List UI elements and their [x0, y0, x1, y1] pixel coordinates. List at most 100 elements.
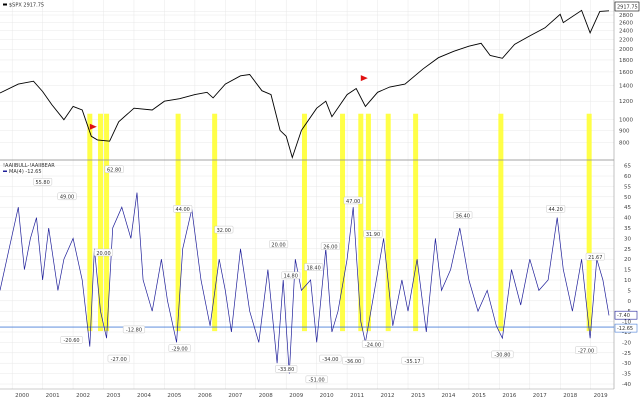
price-y-tick-label: 1400: [619, 84, 633, 90]
x-tick-label: 2001: [46, 393, 60, 399]
annotation-box: [363, 230, 383, 238]
annotation-label: 20.00: [271, 242, 285, 248]
highlight-band: [413, 113, 419, 332]
annotation-label: -51.00: [309, 378, 325, 384]
annotation-label: -27.00: [111, 357, 127, 363]
oscillator-legend-title: !AAIIBULL-!AAIIBEAR: [3, 163, 55, 169]
highlight-band: [586, 113, 592, 332]
highlight-band: [104, 113, 110, 332]
x-tick-label: 2018: [563, 393, 577, 399]
price-legend: $SPX 2917.75: [3, 3, 44, 9]
x-axis: 2000 2001 2002 2003 2004 2005 2006 2007 2008 2009…: [15, 393, 608, 399]
annotation-box: [342, 356, 365, 365]
highlight-band: [97, 113, 103, 332]
oscillator-series-line: [0, 192, 610, 374]
x-tick-label: 2016: [502, 393, 516, 399]
annotation-label: 31.90: [366, 232, 380, 238]
highlight-band: [385, 113, 391, 332]
oscillator-y-tick-label: 40: [624, 216, 631, 222]
annotation-box: [33, 178, 53, 186]
x-tick-label: 2002: [76, 393, 90, 399]
annotation-label: 44.00: [176, 207, 190, 213]
annotation-box: [104, 165, 124, 173]
oscillator-y-tick-label: 45: [624, 205, 631, 211]
x-tick-label: 2000: [15, 393, 29, 399]
highlight-band: [498, 113, 504, 332]
annotation-label: 62.80: [107, 168, 121, 174]
annotation-box: [401, 356, 424, 365]
x-tick-label: 2009: [289, 393, 303, 399]
highlight-band: [301, 113, 307, 332]
price-y-tick-label: 2000: [619, 47, 633, 53]
highlight-band: [212, 113, 218, 332]
x-tick-label: 2019: [594, 393, 608, 399]
annotation-box: [320, 242, 340, 250]
annotation-box: [94, 248, 113, 257]
price-y-tick-label: 2600: [619, 21, 633, 27]
oscillator-y-tick-label: 0: [628, 299, 632, 305]
annotation-box: [585, 252, 605, 261]
x-tick-label: 2006: [198, 393, 212, 399]
signal-flag-icon: [89, 123, 97, 133]
annotation-box: [491, 350, 514, 359]
price-y-axis: 2800 2600 2400 2200 2000 1800 1600 1400 1200 1000…: [619, 13, 633, 146]
x-tick-label: 2007: [228, 393, 242, 399]
annotation-label: 20.00: [96, 251, 110, 257]
annotation-label: 44.20: [549, 207, 563, 213]
oscillator-y-tick-label: -35: [622, 372, 631, 378]
annotation-label: -24.00: [365, 342, 381, 348]
annotation-box: [453, 211, 473, 219]
price-last-value-badge: 2917.75: [614, 1, 640, 12]
oscillator-y-tick-label: 5: [628, 288, 632, 294]
highlight-band: [358, 113, 364, 332]
signal-flags: [89, 75, 368, 133]
annotation-label: -29.00: [172, 346, 188, 352]
annotation-box: [575, 346, 598, 354]
annotation-label: -36.00: [345, 359, 361, 365]
price-y-tick-label: 1000: [619, 118, 633, 124]
price-legend-swatch: [3, 3, 7, 6]
oscillator-ma-value: -12.65: [617, 326, 633, 332]
annotation-box: [304, 263, 324, 271]
annotation-box: [214, 225, 234, 234]
price-y-tick-label: 2200: [619, 38, 633, 44]
annotation-label: 21.67: [588, 255, 602, 261]
x-tick-label: 2014: [441, 393, 455, 399]
oscillator-legend: !AAIIBULL-!AAIIBEAR MA(4) -12.65: [3, 163, 55, 175]
oscillator-y-tick-label: 30: [624, 236, 631, 242]
oscillator-y-tick-label: -25: [622, 351, 631, 357]
price-y-tick-label: 800: [619, 140, 630, 146]
price-last-value: 2917.75: [617, 5, 638, 11]
annotation-box: [546, 205, 566, 213]
x-tick-label: 2013: [411, 393, 425, 399]
oscillator-y-tick-label: 25: [624, 247, 631, 253]
x-tick-label: 2005: [167, 393, 181, 399]
grid: [0, 0, 614, 389]
oscillator-y-tick-label: -15: [622, 330, 631, 336]
annotation-label: 36.40: [456, 213, 470, 219]
price-y-tick-label: 900: [619, 128, 630, 134]
x-tick-label: 2017: [533, 393, 547, 399]
oscillator-y-tick-label: -10: [622, 320, 631, 326]
annotation-label: -34.00: [322, 357, 338, 363]
annotation-box: [57, 192, 77, 201]
oscillator-last-value-badge: -7.40: [614, 310, 638, 320]
annotation-box: [305, 375, 328, 384]
oscillator-y-tick-label: 20: [624, 257, 631, 263]
annotation-label: 14.80: [284, 274, 298, 280]
highlight-band: [365, 113, 371, 332]
signal-flag-icon: [360, 75, 368, 85]
annotation-label: -30.80: [494, 353, 510, 359]
price-y-tick-label: 1200: [619, 99, 633, 105]
oscillator-y-tick-label: 10: [624, 278, 631, 284]
oscillator-y-tick-label: 15: [624, 268, 631, 274]
annotation-label: -20.60: [63, 338, 79, 344]
annotation-box: [173, 205, 193, 213]
annotation-label: 32.00: [217, 228, 231, 234]
annotation-box: [275, 365, 298, 373]
x-tick-label: 2012: [381, 393, 395, 399]
annotation-label: 18.40: [306, 265, 320, 271]
annotation-box: [319, 354, 342, 363]
price-y-tick-label: 2400: [619, 29, 633, 35]
annotation-label: 26.00: [323, 245, 337, 251]
